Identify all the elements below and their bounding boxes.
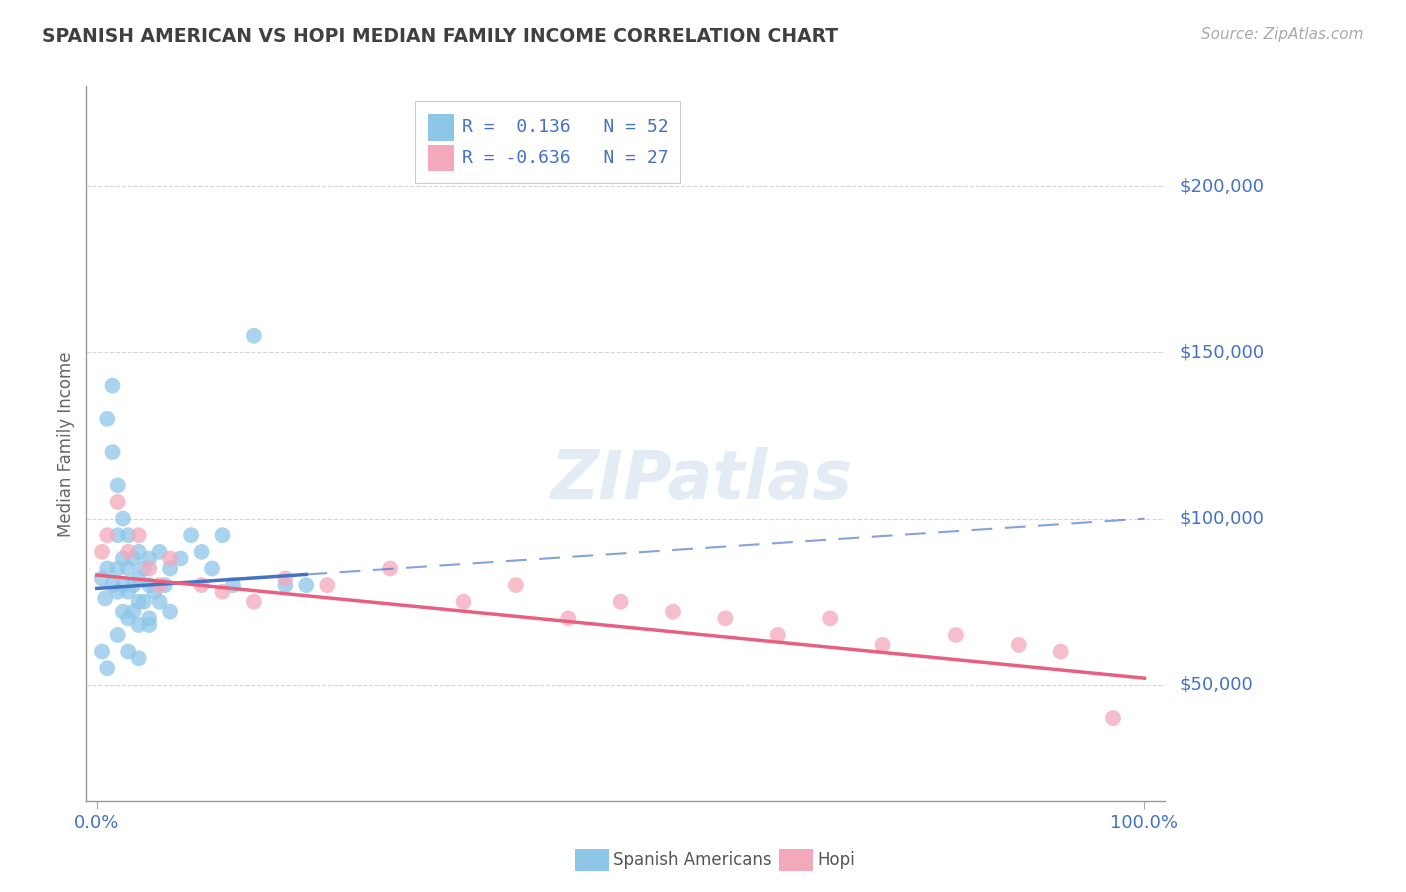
Point (1049, 644, 1071, 658)
Text: $50,000: $50,000 (1180, 676, 1253, 694)
Point (872, 638, 894, 652)
Point (609, 595, 631, 609)
Point (159, 561, 181, 575)
Point (128, 651, 150, 665)
Point (453, 595, 475, 609)
Point (295, 578, 318, 592)
Point (96, 661, 118, 675)
Point (117, 584, 139, 599)
FancyBboxPatch shape (429, 145, 454, 171)
Point (107, 628, 129, 642)
Text: Hopi: Hopi (817, 851, 855, 869)
Point (159, 551, 181, 566)
Point (101, 445, 124, 459)
Point (117, 561, 139, 575)
Point (107, 584, 129, 599)
Point (211, 584, 233, 599)
Text: $150,000: $150,000 (1180, 343, 1264, 361)
Point (122, 605, 145, 619)
Point (557, 611, 579, 625)
Point (714, 611, 737, 625)
Text: Spanish Americans: Spanish Americans (613, 851, 772, 869)
Point (111, 511, 134, 525)
Point (138, 551, 160, 566)
Point (180, 528, 202, 542)
Point (111, 578, 134, 592)
Text: $100,000: $100,000 (1180, 509, 1264, 527)
Point (222, 578, 245, 592)
Point (122, 551, 145, 566)
Point (149, 578, 172, 592)
Point (101, 378, 124, 392)
Text: R =  0.136   N = 52: R = 0.136 N = 52 (461, 118, 668, 136)
Point (107, 495, 129, 509)
Point (117, 545, 139, 559)
Point (117, 611, 139, 625)
Text: ZIPatlas: ZIPatlas (550, 447, 852, 513)
Text: Source: ZipAtlas.com: Source: ZipAtlas.com (1201, 27, 1364, 42)
Point (111, 551, 134, 566)
Point (169, 551, 191, 566)
Point (945, 628, 967, 642)
Point (132, 595, 155, 609)
Point (111, 605, 134, 619)
Point (378, 561, 401, 575)
Text: $200,000: $200,000 (1180, 178, 1264, 195)
Point (117, 644, 139, 658)
Point (128, 618, 150, 632)
Text: R = -0.636   N = 27: R = -0.636 N = 27 (461, 149, 668, 167)
Point (122, 578, 145, 592)
Point (243, 328, 266, 343)
Point (662, 605, 685, 619)
Y-axis label: Median Family Income: Median Family Income (58, 351, 75, 536)
Point (505, 578, 527, 592)
Point (101, 578, 124, 592)
Point (201, 561, 224, 575)
Point (96, 561, 118, 575)
Point (243, 595, 266, 609)
Point (132, 561, 155, 575)
Point (91, 571, 114, 585)
Point (159, 605, 181, 619)
Point (138, 618, 160, 632)
Point (128, 571, 150, 585)
Point (91, 545, 114, 559)
Point (1102, 711, 1125, 725)
Point (107, 528, 129, 542)
Point (91, 644, 114, 658)
Point (1008, 638, 1031, 652)
Point (190, 545, 212, 559)
Point (766, 628, 789, 642)
Point (96, 412, 118, 426)
FancyBboxPatch shape (415, 101, 681, 183)
Point (143, 584, 166, 599)
Point (149, 595, 172, 609)
Point (190, 578, 212, 592)
Point (128, 595, 150, 609)
Point (211, 528, 233, 542)
Point (94, 591, 117, 606)
Point (107, 561, 129, 575)
Point (128, 545, 150, 559)
FancyBboxPatch shape (429, 114, 454, 141)
Point (316, 578, 339, 592)
Point (153, 578, 176, 592)
Text: SPANISH AMERICAN VS HOPI MEDIAN FAMILY INCOME CORRELATION CHART: SPANISH AMERICAN VS HOPI MEDIAN FAMILY I… (42, 27, 838, 45)
Point (96, 528, 118, 542)
Point (138, 561, 160, 575)
Point (107, 478, 129, 492)
Point (149, 545, 172, 559)
Point (138, 578, 160, 592)
Point (274, 578, 297, 592)
Point (274, 571, 297, 585)
Point (117, 528, 139, 542)
Point (818, 611, 841, 625)
Point (138, 611, 160, 625)
Point (128, 528, 150, 542)
